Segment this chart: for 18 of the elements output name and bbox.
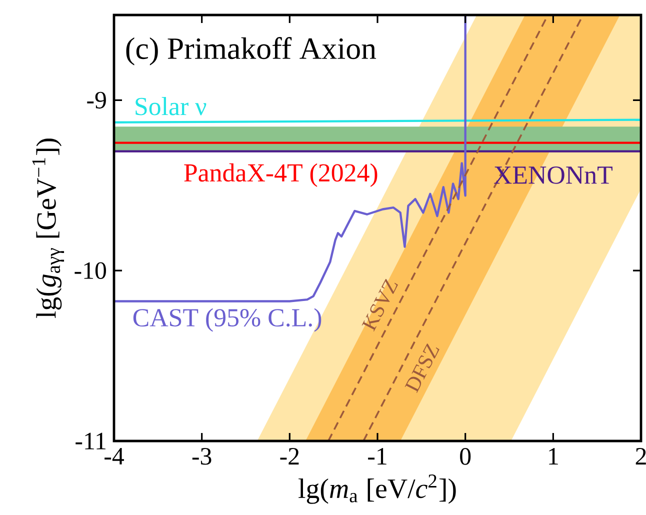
x-tick-label: -3 <box>192 448 212 465</box>
y-tick-label: -11 <box>76 432 106 450</box>
x-tick-label: 1 <box>549 448 558 464</box>
y-tick-label: -9 <box>87 92 106 109</box>
series-label: Solar ν <box>136 97 206 116</box>
x-tick-label: 2 <box>636 448 646 465</box>
x-axis-title: lg(m$_{a}$ [eV/c$^{2}$]) <box>298 474 456 504</box>
x-tick-label: -1 <box>368 448 386 464</box>
series-label: PandaX-4T (2024) <box>184 163 378 187</box>
series-label: XENONnT <box>494 166 612 184</box>
x-tick-label: -2 <box>280 448 299 465</box>
text: DFSZ <box>404 343 440 394</box>
x-tick-label: -4 <box>104 448 124 464</box>
x-tick-label: 0 <box>460 448 471 465</box>
y-tick-label: -10 <box>74 262 106 280</box>
y-axis-title: lg(g$_{aγγ}$ [GeV$^{−1}$]) <box>32 138 64 318</box>
text: (c) Primakoff Axion <box>126 37 376 66</box>
series-label: CAST (95% C.L.) <box>133 308 322 332</box>
